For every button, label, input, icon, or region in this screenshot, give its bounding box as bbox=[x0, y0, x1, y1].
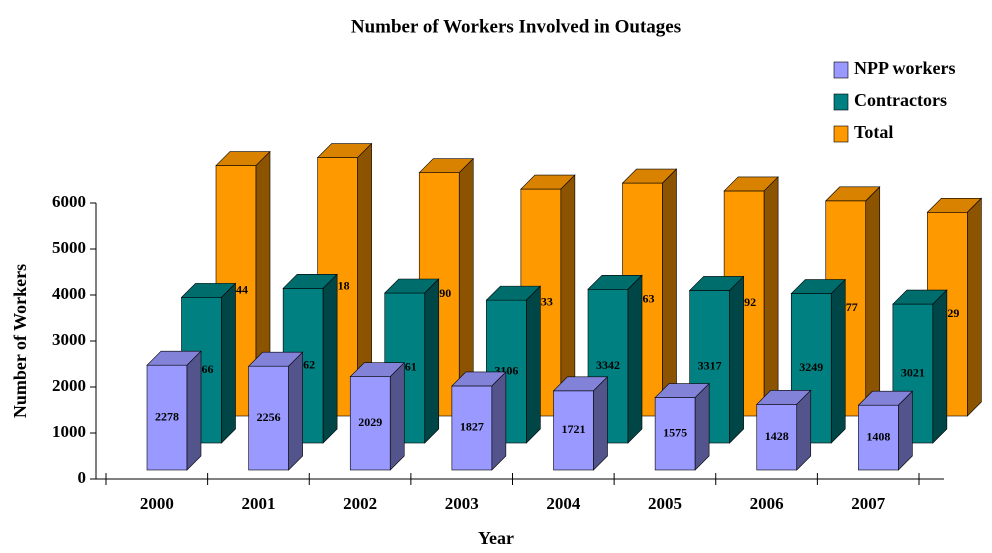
x-tick-label: 2007 bbox=[851, 494, 886, 513]
chart-title: Number of Workers Involved in Outages bbox=[351, 16, 681, 37]
legend-swatch bbox=[833, 125, 849, 143]
legend-swatch bbox=[833, 61, 849, 79]
bar-side bbox=[491, 371, 507, 471]
bar bbox=[248, 365, 289, 471]
data-label: 1428 bbox=[765, 429, 789, 443]
data-label: 1575 bbox=[663, 426, 687, 440]
bar bbox=[451, 385, 493, 471]
legend-label: Contractors bbox=[854, 90, 947, 110]
data-label: 2029 bbox=[358, 415, 382, 429]
bar-side bbox=[865, 186, 881, 417]
bar-side bbox=[662, 168, 677, 417]
x-tick-label: 2006 bbox=[750, 494, 784, 513]
bar bbox=[553, 390, 594, 471]
legend-swatch bbox=[833, 93, 849, 111]
bar-side bbox=[932, 289, 948, 444]
data-label: 2256 bbox=[257, 410, 281, 424]
data-label: 3021 bbox=[901, 365, 925, 379]
bar-side bbox=[221, 282, 236, 444]
bar-side bbox=[830, 278, 846, 444]
x-tick-label: 2002 bbox=[343, 494, 377, 513]
bar-side bbox=[694, 382, 710, 471]
y-tick-label: 6000 bbox=[52, 192, 86, 211]
data-label: 1408 bbox=[866, 429, 890, 443]
bar-side bbox=[322, 273, 338, 444]
x-tick-label: 2005 bbox=[648, 494, 682, 513]
y-tick-label: 4000 bbox=[52, 284, 86, 303]
bar-side bbox=[389, 361, 405, 471]
bar-side bbox=[627, 274, 643, 444]
bar-side bbox=[898, 390, 913, 471]
bar-side bbox=[186, 350, 202, 471]
bar-side bbox=[763, 176, 779, 417]
legend-label: NPP workers bbox=[854, 58, 955, 78]
bar-side bbox=[526, 285, 541, 444]
data-label: 3249 bbox=[799, 360, 823, 374]
x-axis-label: Year bbox=[478, 528, 514, 548]
y-tick-label: 0 bbox=[78, 468, 87, 487]
bar bbox=[349, 376, 391, 471]
legend-label: Total bbox=[854, 122, 893, 142]
data-label: 1827 bbox=[460, 420, 484, 434]
bar-side bbox=[424, 278, 440, 444]
data-label: 3317 bbox=[698, 358, 722, 372]
bar-side bbox=[593, 376, 608, 471]
bar-side bbox=[796, 389, 812, 471]
bar-side bbox=[288, 351, 303, 471]
y-axis-label: Number of Workers bbox=[10, 264, 30, 418]
data-label: 1721 bbox=[562, 422, 586, 436]
data-label: 3342 bbox=[596, 358, 620, 372]
bar-side bbox=[967, 197, 982, 417]
x-tick-label: 2004 bbox=[546, 494, 581, 513]
x-tick-label: 2001 bbox=[241, 494, 275, 513]
bar bbox=[756, 404, 798, 471]
x-tick-label: 2003 bbox=[445, 494, 479, 513]
x-tick-label: 2000 bbox=[140, 494, 174, 513]
data-label: 2278 bbox=[155, 409, 179, 423]
y-tick-label: 2000 bbox=[52, 376, 86, 395]
y-tick-label: 1000 bbox=[52, 422, 86, 441]
y-tick-label: 3000 bbox=[52, 330, 86, 349]
bar-side bbox=[729, 275, 744, 444]
y-tick-label: 5000 bbox=[52, 238, 86, 257]
